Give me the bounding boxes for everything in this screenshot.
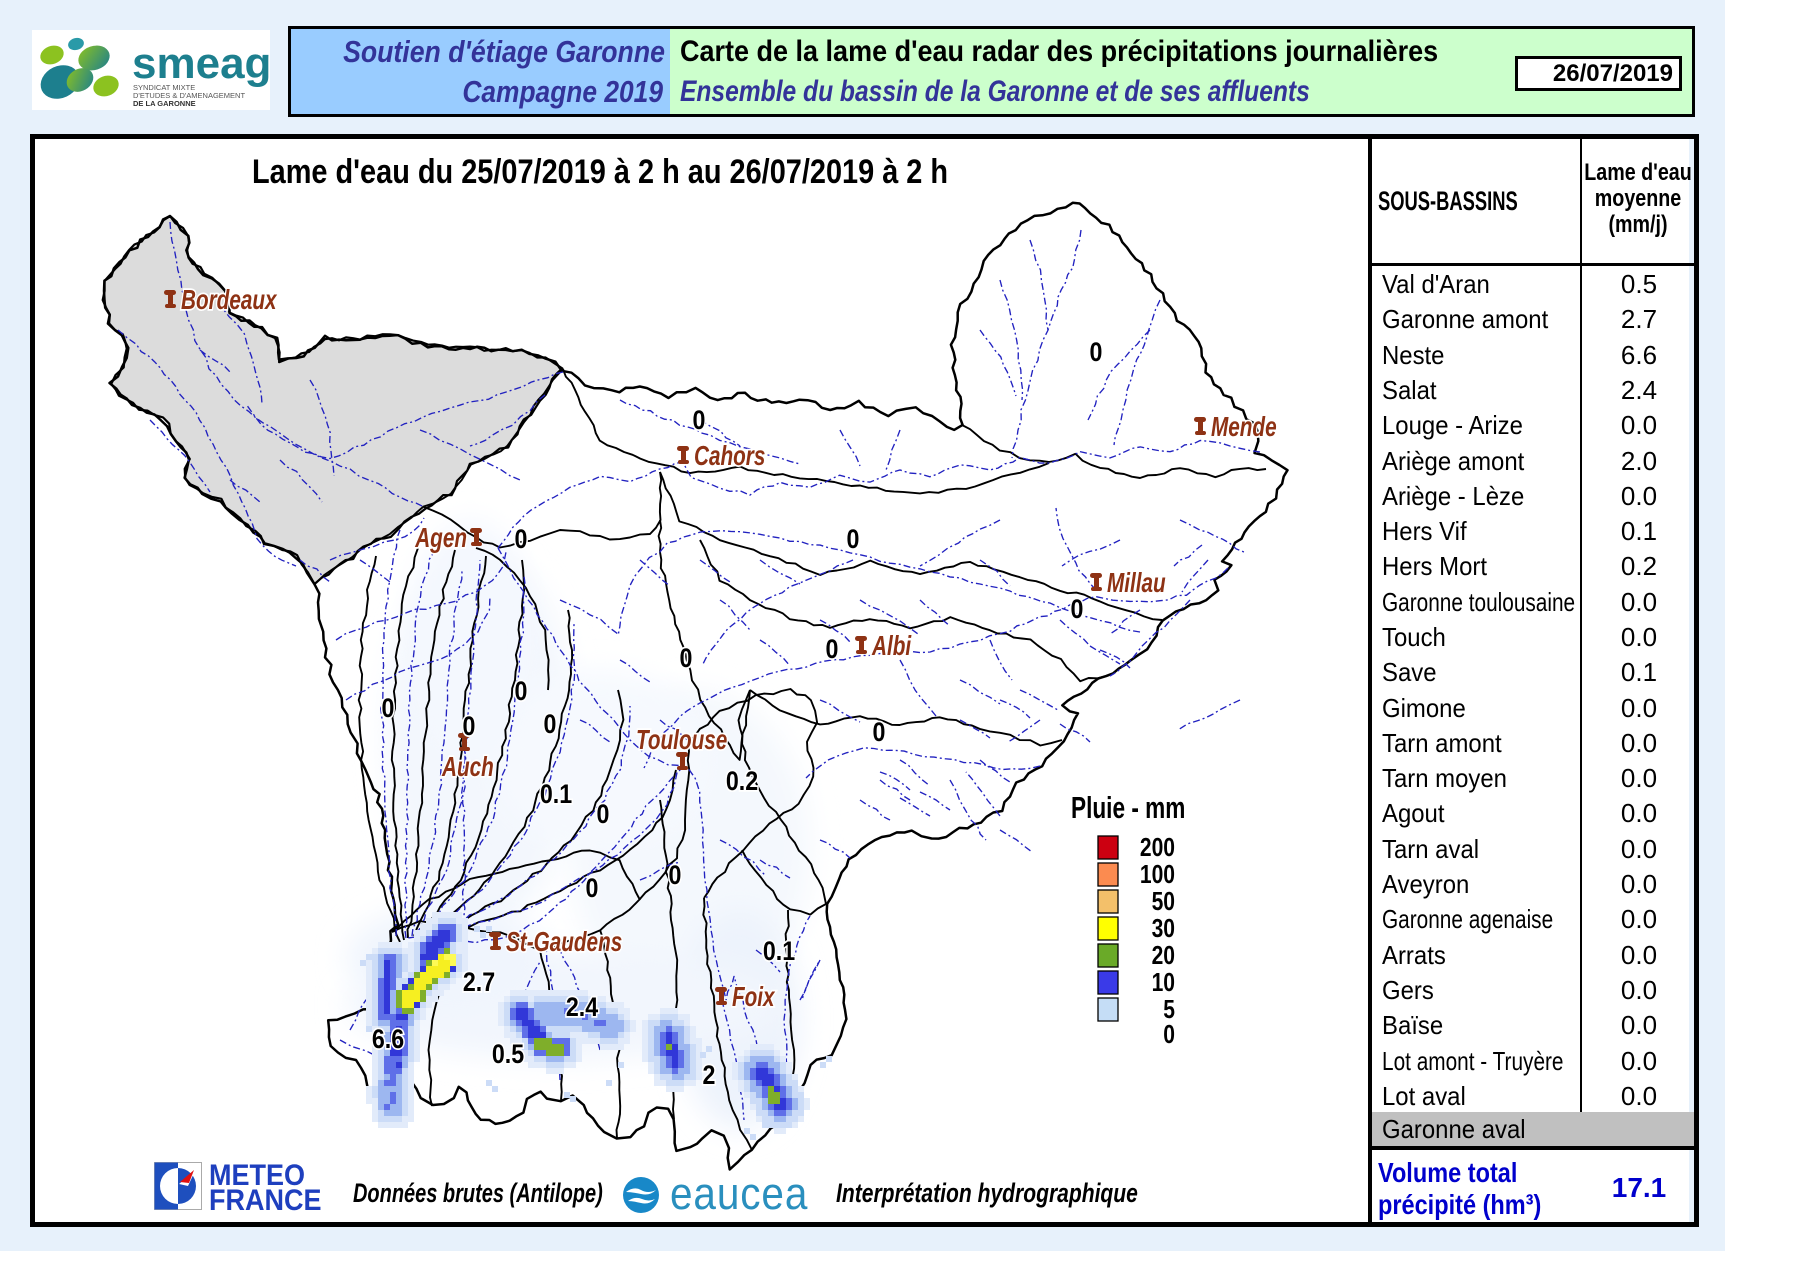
svg-text:Foix: Foix: [732, 982, 776, 1013]
svg-text:Albi: Albi: [871, 631, 912, 662]
svg-text:2: 2: [703, 1060, 716, 1090]
svg-text:0: 0: [544, 709, 557, 739]
svg-text:0: 0: [680, 643, 693, 673]
svg-text:200: 200: [1140, 834, 1175, 863]
svg-text:5: 5: [1163, 996, 1175, 1025]
svg-text:2.7: 2.7: [463, 967, 495, 997]
svg-text:6.6: 6.6: [372, 1024, 404, 1054]
svg-text:0: 0: [669, 860, 682, 890]
svg-text:0.1: 0.1: [540, 779, 572, 809]
svg-text:0: 0: [463, 711, 476, 741]
svg-text:0: 0: [597, 799, 610, 829]
svg-text:SYNDICAT MIXTE: SYNDICAT MIXTE: [133, 83, 195, 92]
svg-text:Agen: Agen: [414, 523, 467, 554]
svg-text:0: 0: [693, 405, 706, 435]
svg-text:0: 0: [1071, 594, 1084, 624]
svg-text:0: 0: [586, 873, 599, 903]
svg-text:20: 20: [1152, 942, 1175, 971]
svg-text:10: 10: [1152, 969, 1175, 998]
svg-text:0: 0: [382, 693, 395, 723]
svg-text:0: 0: [873, 717, 886, 747]
svg-text:0.2: 0.2: [726, 766, 758, 796]
svg-text:50: 50: [1152, 888, 1175, 917]
svg-text:DE LA GARONNE: DE LA GARONNE: [133, 99, 196, 108]
svg-text:smeag: smeag: [132, 39, 270, 88]
svg-text:0: 0: [515, 524, 528, 554]
svg-text:0: 0: [826, 634, 839, 664]
svg-text:Toulouse: Toulouse: [636, 725, 728, 756]
svg-text:D'ETUDES & D'AMENAGEMENT: D'ETUDES & D'AMENAGEMENT: [133, 91, 245, 100]
svg-text:0: 0: [847, 524, 860, 554]
svg-text:0: 0: [515, 676, 528, 706]
svg-text:0.5: 0.5: [492, 1039, 524, 1069]
svg-text:0: 0: [1163, 1021, 1175, 1050]
svg-text:100: 100: [1140, 861, 1175, 890]
svg-text:Mende: Mende: [1211, 412, 1277, 443]
svg-text:0.1: 0.1: [763, 936, 795, 966]
svg-text:Bordeaux: Bordeaux: [181, 285, 278, 316]
svg-text:Cahors: Cahors: [694, 441, 765, 472]
svg-text:0: 0: [1090, 337, 1103, 367]
svg-text:Millau: Millau: [1107, 568, 1166, 599]
svg-text:St-Gaudens: St-Gaudens: [506, 927, 622, 958]
svg-text:Auch: Auch: [441, 752, 494, 783]
svg-text:Pluie - mm: Pluie - mm: [1071, 789, 1185, 824]
svg-text:30: 30: [1152, 915, 1175, 944]
svg-text:2.4: 2.4: [566, 992, 598, 1022]
